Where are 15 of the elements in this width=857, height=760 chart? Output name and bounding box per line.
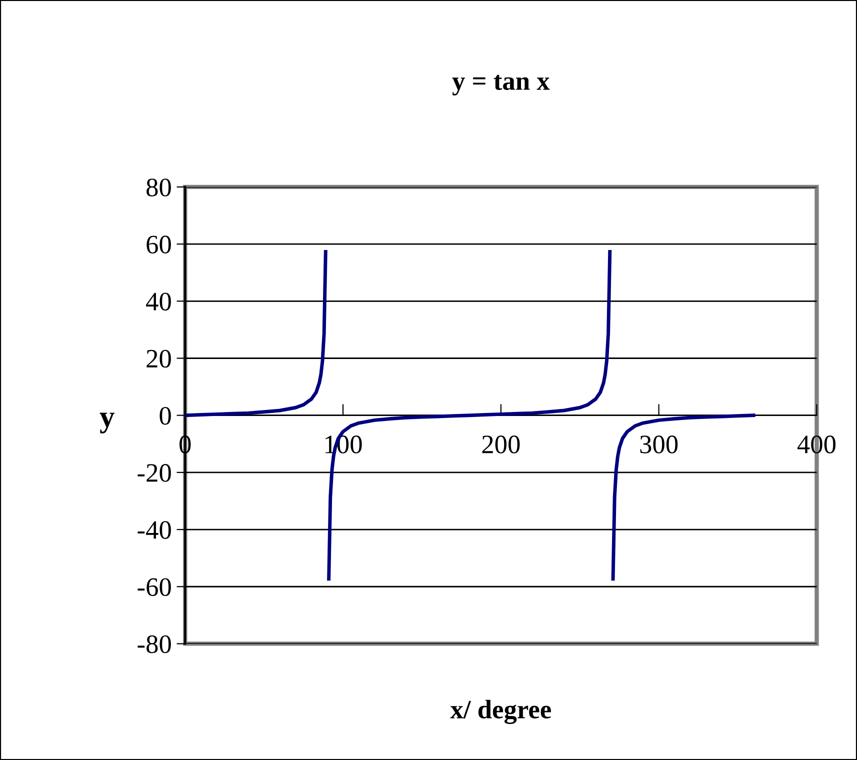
y-tick-label: -40 — [138, 521, 171, 539]
y-tick-label: 60 — [146, 236, 171, 254]
y-tick-label: -80 — [138, 635, 171, 654]
y-tick-label: 0 — [160, 406, 171, 425]
x-tick-label: 300 — [640, 436, 678, 454]
x-tick-label: 400 — [797, 436, 836, 454]
x-tick-label: 200 — [482, 436, 520, 454]
x-axis-title: x/ degree — [450, 700, 551, 724]
y-tick-label: 20 — [146, 350, 171, 368]
y-tick-label: -20 — [138, 464, 171, 482]
y-axis-title: y — [100, 412, 114, 434]
y-tick-label: 40 — [146, 292, 171, 311]
y-tick-label: -60 — [138, 578, 171, 596]
y-tick-label: 80 — [146, 178, 171, 196]
chart-title: y = tan x — [452, 74, 550, 96]
